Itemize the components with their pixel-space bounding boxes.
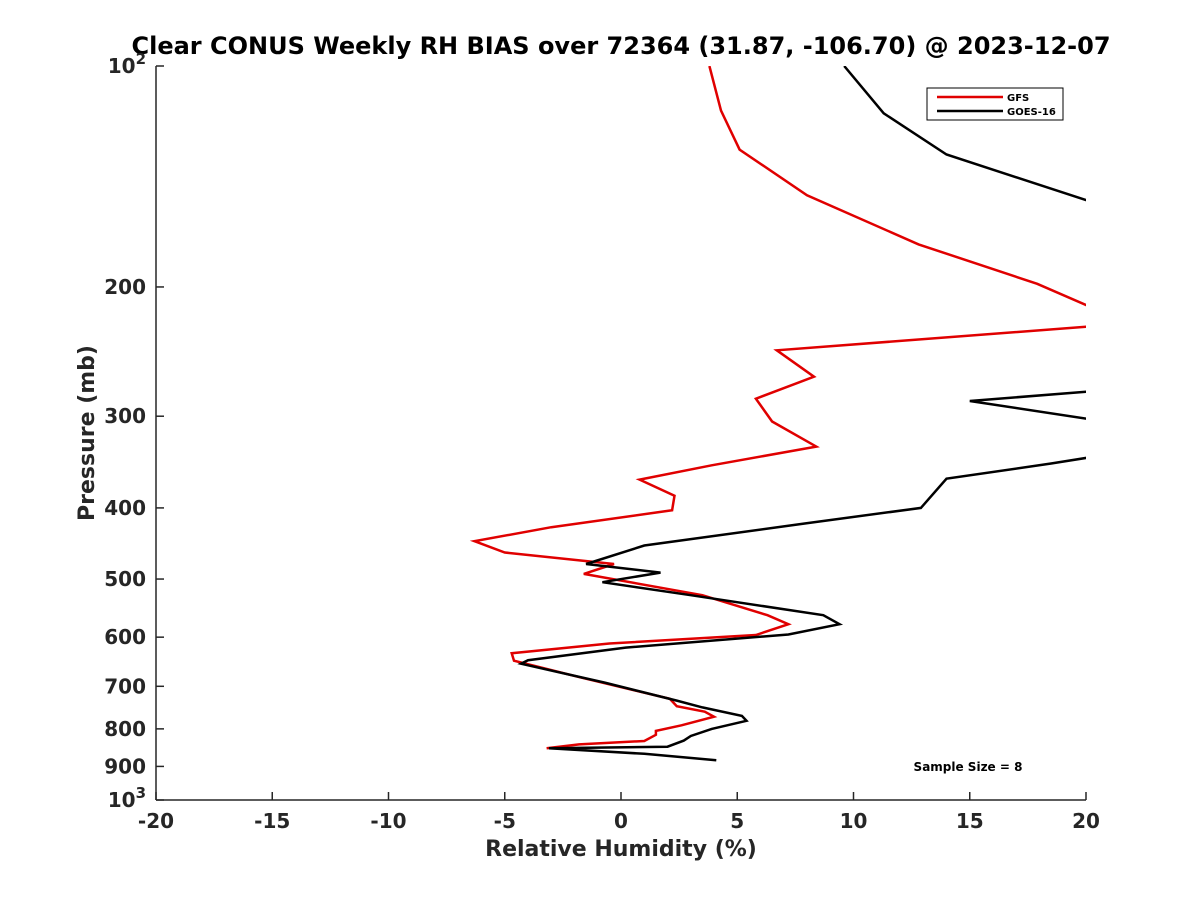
x-tick-label: 0 xyxy=(614,809,628,833)
y-tick-label: 700 xyxy=(104,674,146,698)
x-tick-label: 5 xyxy=(730,809,744,833)
x-tick-label: 15 xyxy=(956,809,984,833)
series-layer xyxy=(469,66,1086,762)
legend-label-goes16: GOES-16 xyxy=(1007,107,1056,118)
y-tick-label: 200 xyxy=(104,275,146,299)
legend: GFS GOES-16 xyxy=(926,87,1064,121)
x-ticks: -20 -15 -10 -5 0 5 10 15 20 xyxy=(138,792,1100,833)
y-ticks: 102 200 300 400 500 600 700 800 900 103 xyxy=(104,50,164,812)
x-tick-label: -5 xyxy=(494,809,516,833)
chart-title: Clear CONUS Weekly RH BIAS over 72364 (3… xyxy=(131,32,1110,60)
y-tick-label: 900 xyxy=(104,754,146,778)
y-tick-label: 500 xyxy=(104,567,146,591)
y-tick-label: 600 xyxy=(104,625,146,649)
x-tick-label: 20 xyxy=(1072,809,1100,833)
y-tick-label: 102 xyxy=(108,50,146,78)
x-tick-label: -10 xyxy=(370,809,406,833)
legend-label-gfs: GFS xyxy=(1007,93,1029,104)
sample-size-annotation: Sample Size = 8 xyxy=(914,760,1023,774)
y-axis-label: Pressure (mb) xyxy=(75,345,100,521)
x-tick-label: -15 xyxy=(254,809,290,833)
y-tick-label: 103 xyxy=(108,784,146,812)
x-tick-label: -20 xyxy=(138,809,174,833)
legend-box xyxy=(926,87,1064,121)
x-axis-label: Relative Humidity (%) xyxy=(485,837,757,862)
y-tick-label: 300 xyxy=(104,404,146,428)
series-line-goes16 xyxy=(517,66,1086,762)
series-line-gfs xyxy=(469,66,1086,750)
y-tick-label: 800 xyxy=(104,717,146,741)
x-tick-label: 10 xyxy=(840,809,868,833)
y-tick-label: 400 xyxy=(104,496,146,520)
